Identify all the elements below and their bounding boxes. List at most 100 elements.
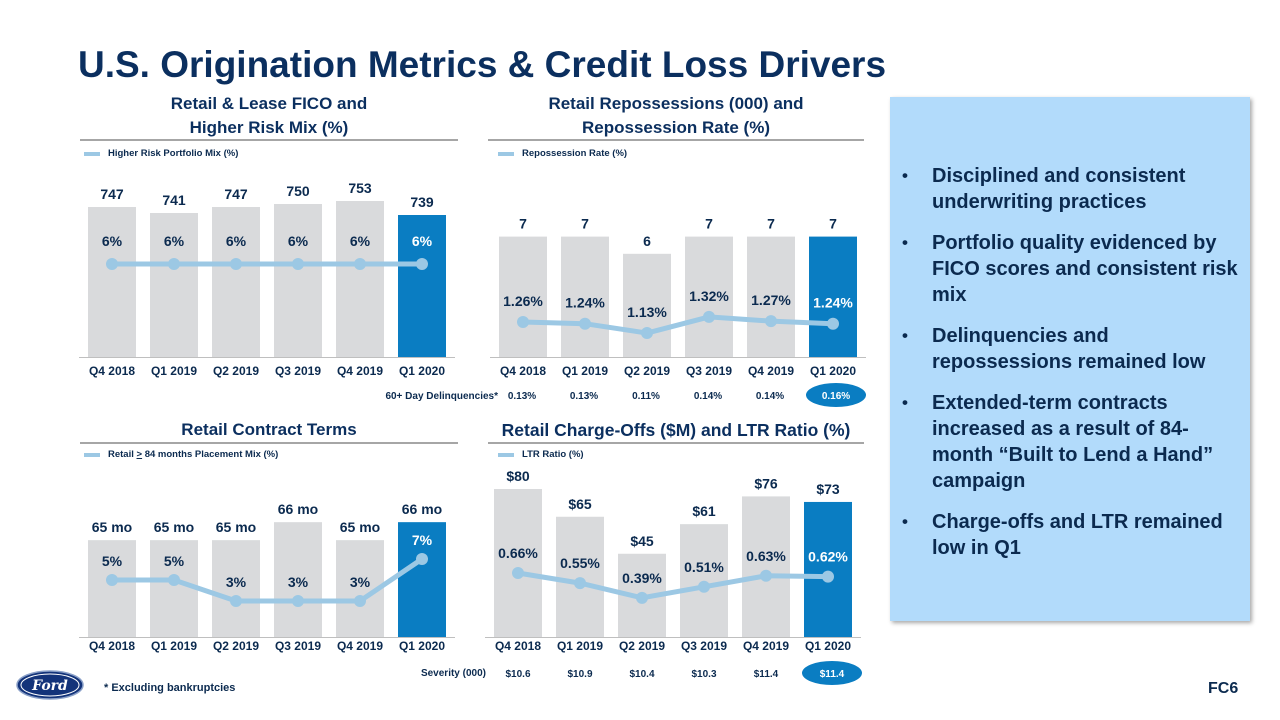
bar	[336, 201, 384, 357]
highlight-oval	[806, 383, 866, 407]
divider	[488, 442, 864, 444]
chart-2-title-line2: Repossession Rate (%)	[582, 118, 770, 137]
x-tick-label: Q2 2019	[619, 639, 665, 653]
bar	[212, 540, 260, 637]
legend-label: LTR Ratio (%)	[522, 449, 584, 460]
line-point	[416, 553, 428, 565]
table-row-value: 0.14%	[756, 391, 784, 402]
chart-2-legend: Repossession Rate (%)	[498, 148, 627, 159]
key-points-panel: Disciplined and consistent underwriting …	[890, 97, 1250, 621]
table-row-value: 0.13%	[508, 391, 536, 402]
chart-3-legend: Retail > 84 months Placement Mix (%)	[84, 449, 278, 460]
table-row-value: 0.11%	[632, 391, 660, 402]
line-point	[574, 577, 586, 590]
table-row-value: $10.6	[505, 669, 530, 680]
x-tick-label: Q2 2019	[624, 364, 670, 378]
line-value-label: 6%	[226, 233, 247, 249]
x-tick-label: Q1 2020	[399, 364, 445, 378]
x-tick-label: Q1 2019	[562, 364, 608, 378]
bar-value-label: 66 mo	[402, 501, 442, 517]
bar-value-label: 7	[519, 216, 527, 232]
line-value-label: 3%	[350, 574, 371, 590]
bar	[680, 524, 728, 637]
divider	[80, 442, 458, 444]
bar	[809, 236, 857, 357]
x-tick-label: Q4 2019	[743, 639, 789, 653]
bar-value-label: 65 mo	[92, 519, 132, 535]
line-value-label: 1.32%	[689, 288, 729, 304]
bullet-list: Disciplined and consistent underwriting …	[900, 163, 1245, 576]
chart-1-legend: Higher Risk Portfolio Mix (%)	[84, 148, 238, 159]
line-value-label: 6%	[288, 233, 309, 249]
chart-1-title-line1: Retail & Lease FICO and	[170, 94, 368, 113]
line-point	[579, 317, 591, 330]
line-point	[106, 574, 118, 586]
chart-4-title: Retail Charge-Offs ($M) and LTR Ratio (%…	[501, 420, 851, 440]
line-point	[230, 595, 242, 607]
bar	[88, 540, 136, 637]
divider	[80, 139, 458, 141]
highlight-oval	[802, 661, 862, 685]
legend-swatch	[84, 452, 100, 457]
x-tick-label: Q4 2019	[337, 639, 383, 653]
divider	[488, 139, 864, 141]
legend-text: >	[136, 449, 143, 460]
line-point	[517, 316, 529, 328]
bar-value-label: $45	[630, 533, 654, 549]
line-point	[230, 258, 242, 270]
line-point	[703, 310, 715, 323]
legend-swatch	[498, 452, 514, 457]
line-value-label: 6%	[164, 233, 185, 249]
bar-value-label: 747	[224, 186, 248, 202]
line-point	[354, 258, 366, 270]
bar	[274, 204, 322, 357]
bar-value-label: 66 mo	[278, 501, 318, 517]
x-tick-label: Q3 2019	[275, 364, 321, 378]
line-point	[168, 574, 180, 586]
line-value-label: 6%	[102, 233, 123, 249]
legend-text: Retail	[108, 449, 137, 460]
x-tick-label: Q3 2019	[275, 639, 321, 653]
bar-value-label: 65 mo	[154, 519, 194, 535]
line-value-label: 3%	[226, 574, 247, 590]
bar-value-label: 6	[643, 233, 651, 249]
bar	[561, 236, 609, 357]
line-point	[512, 567, 524, 579]
chart-2-title-line1: Retail Repossessions (000) and	[548, 94, 804, 113]
series-line	[517, 570, 829, 601]
chart-4-legend: LTR Ratio (%)	[498, 449, 584, 460]
x-tick-label: Q3 2019	[681, 639, 727, 653]
bar-value-label: 753	[348, 180, 372, 196]
bar-value-label: $65	[568, 496, 592, 512]
line-point	[636, 591, 648, 604]
x-tick-label: Q4 2018	[89, 364, 135, 378]
bullet-item: Disciplined and consistent underwriting …	[900, 163, 1245, 215]
footnote: * Excluding bankruptcies	[104, 682, 236, 694]
legend-label: Repossession Rate (%)	[522, 148, 628, 159]
x-tick-label: Q4 2018	[495, 639, 541, 653]
table-row-value: 0.16%	[822, 391, 850, 402]
x-tick-label: Q4 2018	[89, 639, 135, 653]
x-tick-label: Q1 2020	[399, 639, 445, 653]
bar-value-label: 7	[829, 216, 837, 232]
page-number: FC6	[1208, 680, 1239, 697]
bar	[747, 236, 795, 357]
bar	[494, 489, 542, 637]
bar	[623, 253, 671, 357]
bar	[499, 236, 547, 357]
bar	[274, 522, 322, 637]
x-tick-label: Q4 2018	[500, 364, 546, 378]
line-point	[698, 580, 710, 593]
x-tick-label: Q2 2019	[213, 639, 259, 653]
bar-value-label: 739	[410, 194, 434, 210]
line-point	[765, 315, 777, 328]
line-value-label: 1.26%	[503, 293, 543, 309]
table-row-value: $10.9	[567, 669, 592, 680]
line-value-label: 0.39%	[622, 570, 662, 586]
line-value-label: 0.66%	[498, 545, 538, 561]
chart-3-title: Retail Contract Terms	[181, 420, 357, 439]
bar-value-label: 7	[705, 216, 713, 232]
bar-value-label: 750	[286, 183, 310, 199]
bar	[212, 207, 260, 357]
bar-value-label: 65 mo	[340, 519, 380, 535]
